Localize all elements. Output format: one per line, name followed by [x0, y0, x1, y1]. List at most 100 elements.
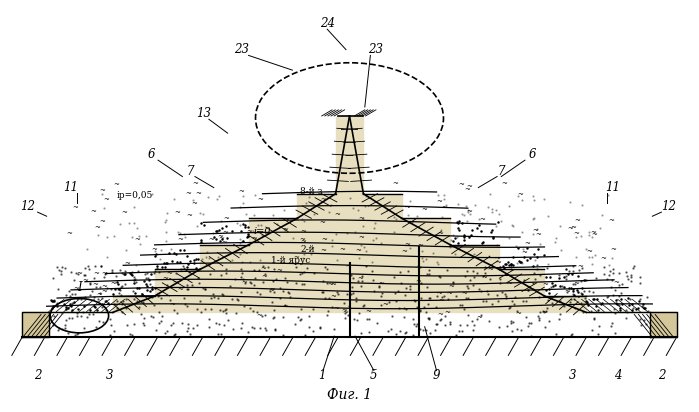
Text: ~: ~	[600, 255, 607, 263]
Text: ~: ~	[122, 209, 127, 218]
Text: 13: 13	[196, 108, 211, 120]
Text: ~: ~	[586, 248, 592, 256]
Text: ~: ~	[342, 309, 348, 317]
Text: ~: ~	[178, 286, 183, 294]
Text: ~: ~	[196, 190, 201, 198]
Text: 8-й з: 8-й з	[300, 187, 322, 196]
Text: ~: ~	[99, 187, 105, 195]
Text: ~: ~	[99, 219, 105, 227]
Text: 23: 23	[368, 43, 384, 56]
Text: ~: ~	[421, 206, 427, 215]
Text: ~: ~	[515, 310, 521, 318]
Text: ~: ~	[73, 204, 78, 212]
Text: ~: ~	[573, 280, 579, 288]
Text: ~: ~	[401, 248, 407, 257]
Text: ~: ~	[610, 246, 616, 255]
Text: ~: ~	[261, 273, 267, 281]
Text: ~: ~	[441, 204, 447, 212]
Text: ~: ~	[113, 181, 119, 190]
Text: ~: ~	[461, 290, 468, 298]
Text: 6: 6	[147, 148, 154, 162]
Text: ~: ~	[321, 247, 326, 255]
Text: ~: ~	[480, 216, 486, 224]
Text: ~: ~	[101, 270, 107, 279]
Text: ~: ~	[283, 216, 289, 224]
Polygon shape	[650, 312, 677, 337]
Text: 24: 24	[319, 17, 335, 30]
Text: ~: ~	[445, 309, 450, 317]
Text: ~: ~	[96, 292, 102, 300]
Text: ~: ~	[404, 204, 410, 212]
Text: ~: ~	[466, 208, 472, 215]
Text: ~: ~	[163, 276, 168, 283]
Text: ~: ~	[301, 238, 306, 246]
Text: ~: ~	[170, 301, 175, 309]
Text: ~: ~	[392, 180, 398, 188]
Text: ~: ~	[333, 305, 339, 313]
Text: ~: ~	[564, 288, 570, 296]
Text: 11: 11	[64, 181, 78, 194]
Text: ~: ~	[341, 307, 347, 315]
Text: ~: ~	[477, 314, 482, 322]
Text: 5: 5	[370, 368, 377, 382]
Text: ~: ~	[466, 183, 473, 192]
Text: ~: ~	[416, 278, 421, 286]
Text: ~: ~	[438, 311, 443, 320]
Text: 12: 12	[661, 200, 676, 213]
Text: ~: ~	[319, 219, 325, 227]
Text: ~: ~	[257, 196, 264, 204]
Text: ~: ~	[124, 260, 130, 268]
Text: ~: ~	[487, 266, 493, 274]
Text: ~: ~	[357, 275, 363, 283]
Polygon shape	[22, 312, 49, 337]
Text: ~: ~	[355, 247, 361, 255]
Text: ~: ~	[330, 293, 336, 301]
Text: 4: 4	[614, 368, 621, 382]
Text: ~: ~	[320, 197, 326, 205]
Text: 9: 9	[433, 368, 440, 382]
Text: ~: ~	[507, 280, 512, 288]
Text: ~: ~	[500, 180, 507, 188]
Text: I: I	[77, 281, 82, 294]
Text: ~: ~	[298, 236, 305, 245]
Text: ~: ~	[331, 281, 336, 289]
Text: ~: ~	[293, 255, 299, 262]
Text: ~: ~	[481, 275, 487, 283]
Text: ~: ~	[185, 190, 191, 198]
Text: ~: ~	[493, 255, 500, 264]
Text: 23: 23	[234, 43, 249, 56]
Text: ~: ~	[268, 287, 275, 295]
Text: ~: ~	[260, 265, 266, 273]
Text: ~: ~	[82, 277, 88, 285]
Text: ~: ~	[217, 233, 224, 241]
Text: ~: ~	[89, 208, 96, 216]
Text: ~: ~	[282, 303, 288, 311]
Text: ~: ~	[208, 236, 215, 244]
Text: 2: 2	[34, 368, 41, 382]
Text: ~: ~	[192, 180, 199, 188]
Text: ~: ~	[524, 241, 530, 248]
Text: ~: ~	[574, 294, 579, 302]
Text: ~: ~	[458, 181, 463, 189]
Text: 7: 7	[187, 165, 194, 178]
Text: ~: ~	[382, 301, 388, 309]
Text: 2-й: 2-й	[301, 245, 315, 254]
Text: ~: ~	[327, 281, 333, 289]
Text: ~: ~	[335, 211, 340, 219]
Text: 3: 3	[106, 368, 113, 382]
Text: 7: 7	[498, 165, 505, 178]
Polygon shape	[322, 110, 336, 116]
Text: ~: ~	[239, 188, 245, 196]
Text: ~: ~	[66, 230, 72, 238]
Text: ~: ~	[542, 309, 547, 317]
Text: 1-й ярус: 1-й ярус	[271, 255, 310, 265]
Text: 1: 1	[318, 368, 326, 382]
Text: ~: ~	[151, 246, 157, 254]
Text: ~: ~	[94, 224, 101, 232]
Text: ~: ~	[418, 242, 424, 250]
Polygon shape	[47, 116, 652, 312]
Text: ~: ~	[276, 267, 282, 275]
Text: ~: ~	[173, 279, 178, 287]
Text: ~: ~	[590, 229, 596, 237]
Text: ~: ~	[241, 279, 247, 287]
